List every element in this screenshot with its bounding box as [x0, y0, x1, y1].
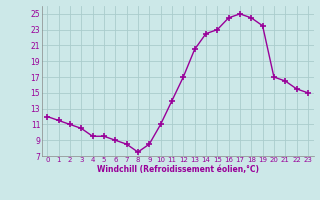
X-axis label: Windchill (Refroidissement éolien,°C): Windchill (Refroidissement éolien,°C): [97, 165, 259, 174]
